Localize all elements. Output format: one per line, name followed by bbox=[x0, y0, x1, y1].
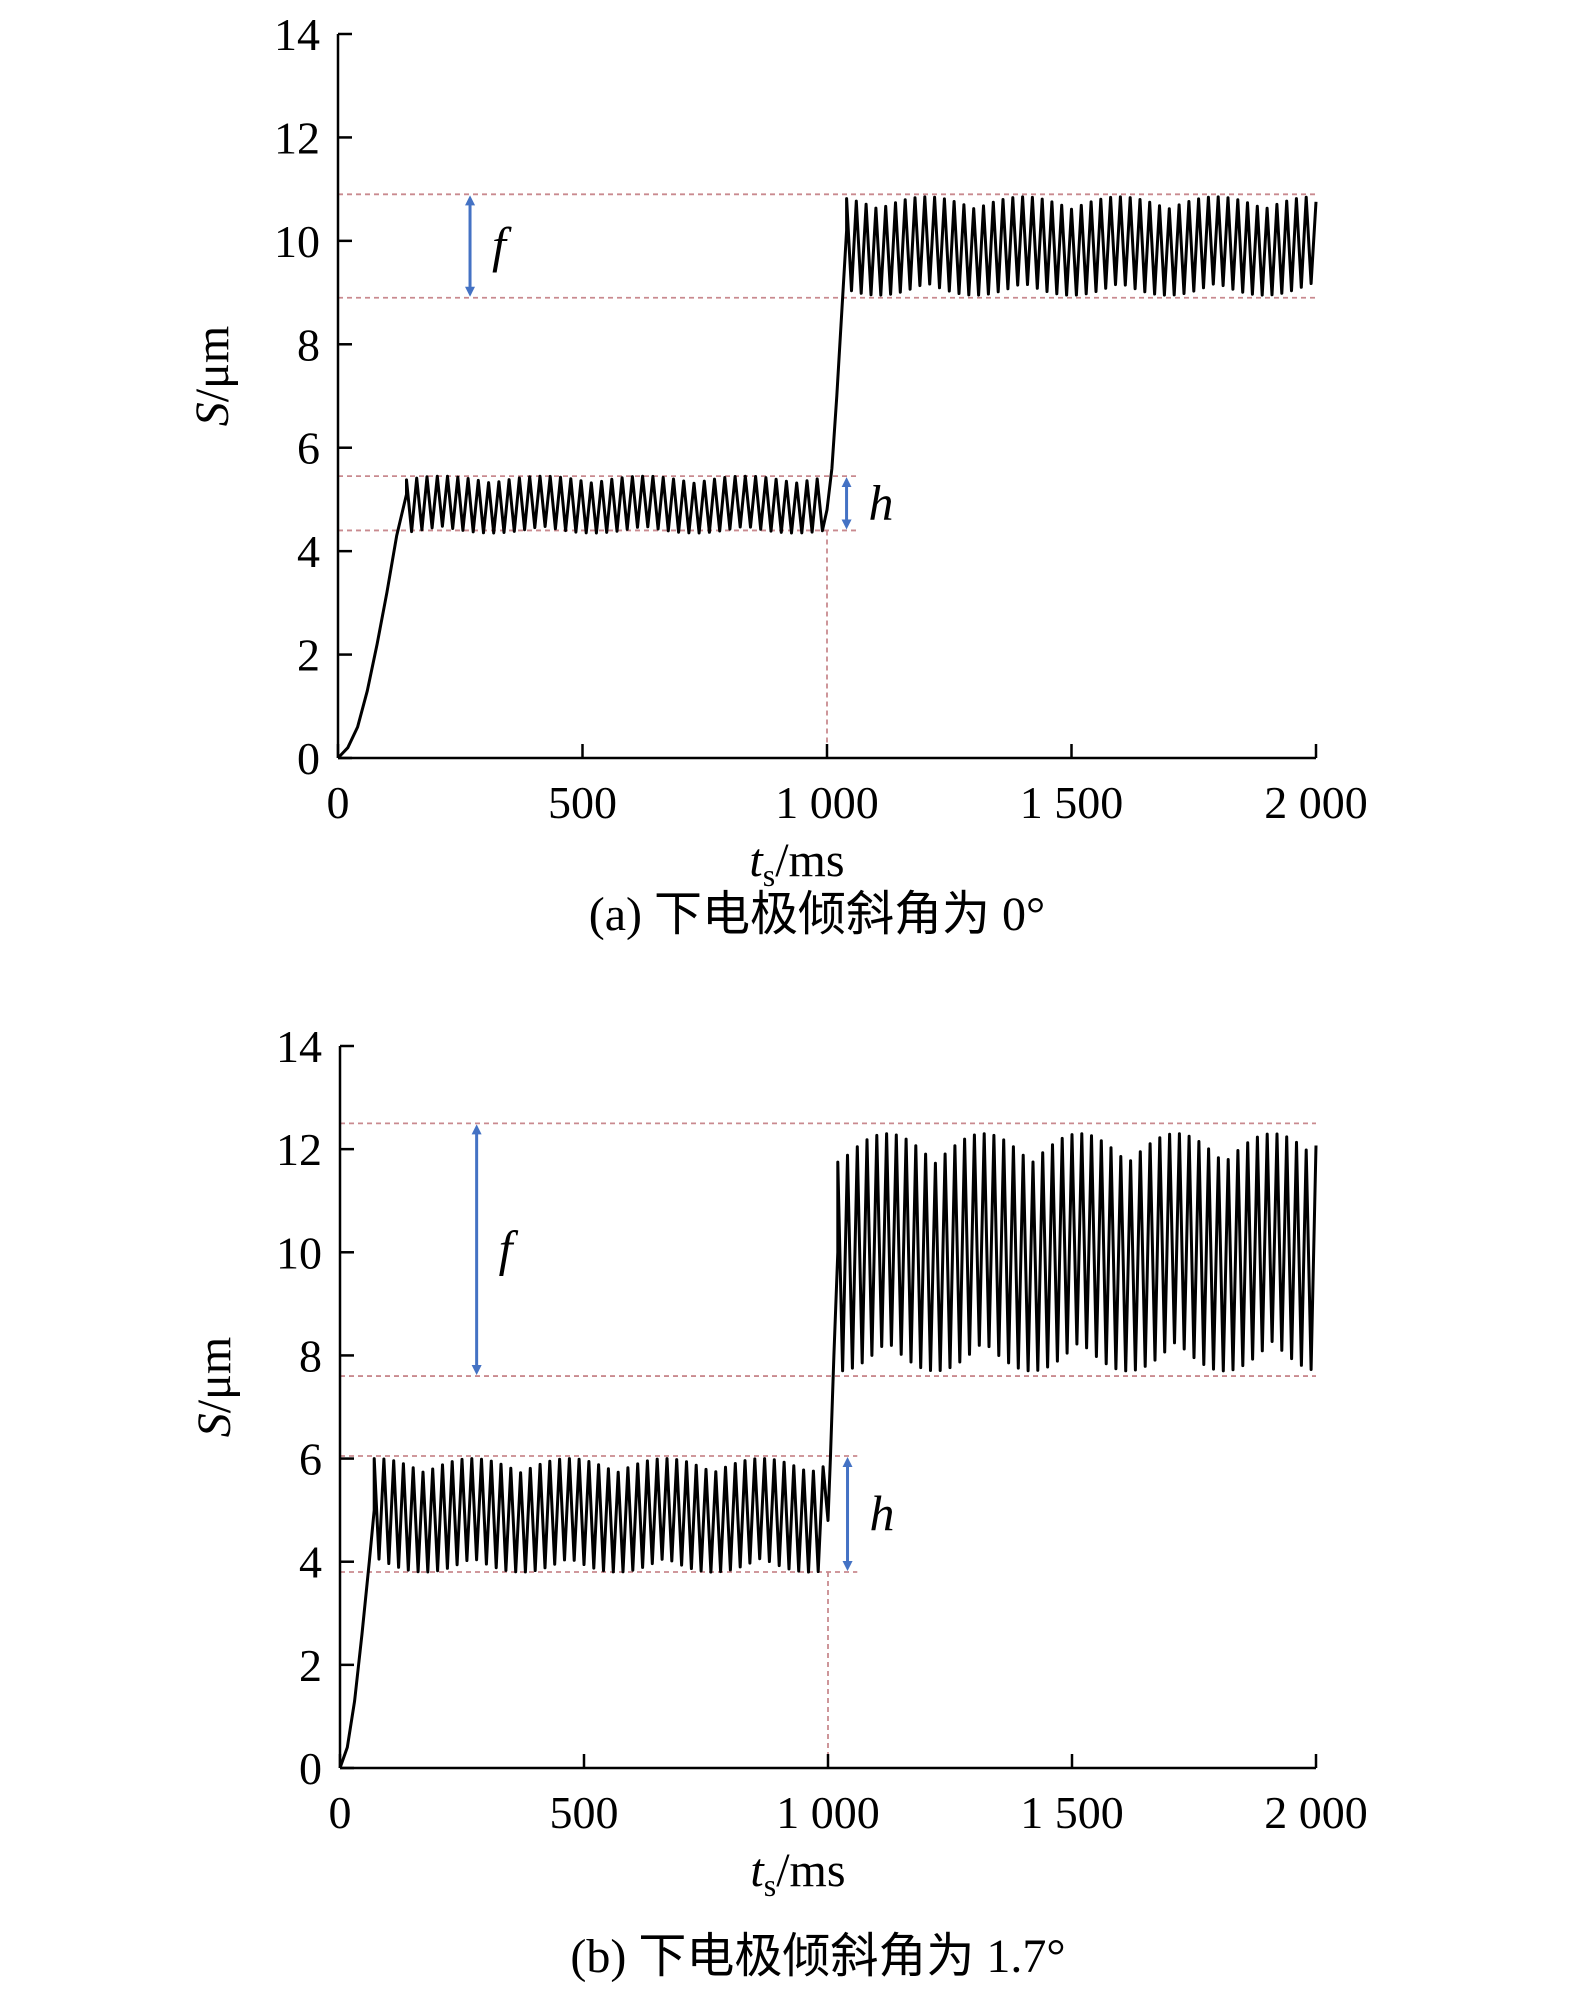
y-ticks: 0 2 4 6 8 10 12 14 bbox=[276, 1021, 354, 1794]
annotation-label-h: h bbox=[869, 474, 894, 530]
x-axis-variable: t bbox=[750, 1844, 765, 1897]
x-axis-subscript: s bbox=[763, 857, 775, 893]
x-tick-label: 2 000 bbox=[1264, 777, 1368, 828]
reference-lines bbox=[338, 193, 1316, 758]
x-axis-variable: t bbox=[749, 834, 764, 887]
x-axis-title: ts/ms bbox=[750, 1844, 845, 1903]
x-ticks: 0 500 1 000 1 500 2 000 bbox=[329, 1754, 1368, 1838]
y-tick-label: 6 bbox=[299, 1434, 322, 1485]
annotation-label-f: f bbox=[492, 217, 512, 273]
x-axis-unit: /ms bbox=[775, 834, 844, 887]
x-axis-subscript: s bbox=[764, 1867, 776, 1903]
x-ticks: 0 500 1 000 1 500 2 000 bbox=[327, 744, 1368, 828]
y-tick-label: 8 bbox=[297, 319, 320, 370]
y-tick-label: 12 bbox=[274, 112, 320, 163]
y-axis-variable: S bbox=[186, 402, 239, 426]
y-tick-label: 10 bbox=[276, 1227, 322, 1278]
y-axis-variable: S bbox=[188, 1413, 241, 1437]
x-tick-label: 0 bbox=[327, 777, 350, 828]
reference-lines bbox=[340, 1122, 1316, 1768]
y-tick-label: 10 bbox=[274, 216, 320, 267]
y-tick-label: 4 bbox=[297, 526, 320, 577]
y-tick-label: 14 bbox=[276, 1021, 322, 1072]
y-axis-unit: /μm bbox=[188, 1337, 241, 1413]
y-tick-label: 0 bbox=[299, 1743, 322, 1794]
y-ticks: 0 2 4 6 8 10 12 14 bbox=[274, 9, 352, 784]
series-line bbox=[338, 1132, 1318, 1769]
x-tick-label: 1 500 bbox=[1020, 777, 1124, 828]
caption: (b) 下电极倾斜角为 1.7° bbox=[570, 1930, 1065, 1983]
y-tick-label: 2 bbox=[297, 630, 320, 681]
y-axis-title: S/μm bbox=[188, 1337, 241, 1437]
x-axis-unit: /ms bbox=[776, 1844, 845, 1897]
x-tick-label: 1 000 bbox=[776, 1787, 880, 1838]
x-axis-title: ts/ms bbox=[749, 834, 844, 893]
y-tick-label: 14 bbox=[274, 9, 320, 60]
x-tick-label: 500 bbox=[550, 1787, 619, 1838]
x-tick-label: 0 bbox=[329, 1787, 352, 1838]
y-tick-label: 0 bbox=[297, 733, 320, 784]
y-tick-label: 4 bbox=[299, 1537, 322, 1588]
x-tick-label: 500 bbox=[548, 777, 617, 828]
x-tick-label: 1 500 bbox=[1020, 1787, 1124, 1838]
y-axis-unit: /μm bbox=[186, 326, 239, 402]
x-tick-label: 1 000 bbox=[775, 777, 879, 828]
y-tick-label: 2 bbox=[299, 1640, 322, 1691]
y-tick-label: 8 bbox=[299, 1330, 322, 1381]
caption: (a) 下电极倾斜角为 0° bbox=[589, 888, 1045, 941]
annotation-label-h: h bbox=[870, 1485, 895, 1541]
y-tick-label: 12 bbox=[276, 1124, 322, 1175]
y-tick-label: 6 bbox=[297, 423, 320, 474]
y-axis-title: S/μm bbox=[186, 326, 239, 426]
annotation-label-f: f bbox=[499, 1221, 519, 1277]
x-tick-label: 2 000 bbox=[1264, 1787, 1368, 1838]
series-line bbox=[336, 195, 1318, 760]
